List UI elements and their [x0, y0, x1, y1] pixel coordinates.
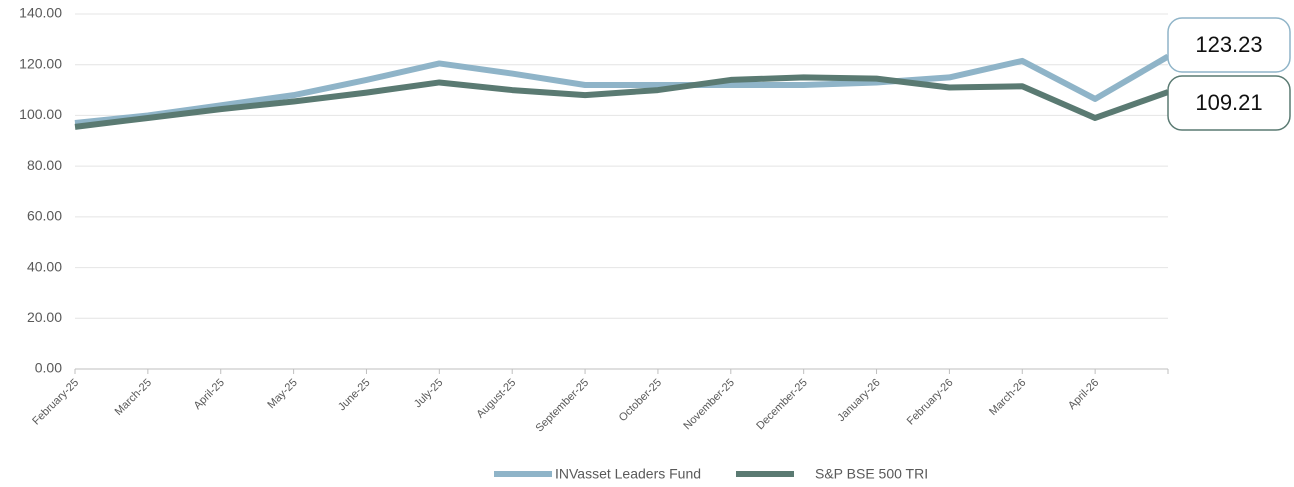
x-tick-label: July-25 [412, 377, 446, 411]
x-tick-label: February-26 [905, 377, 956, 428]
y-tick-label: 120.00 [19, 55, 62, 71]
data-label: 109.21 [1195, 90, 1262, 115]
x-tick-label: March-26 [987, 377, 1028, 418]
x-tick-label: December-25 [754, 377, 810, 433]
series-line [74, 74, 1170, 130]
x-tick-label: January-26 [835, 377, 882, 424]
y-tick-label: 60.00 [27, 208, 62, 224]
y-tick-label: 100.00 [19, 106, 62, 122]
x-tick-label: March-25 [113, 377, 154, 418]
y-tick-label: 20.00 [27, 309, 62, 325]
x-tick-label: April-25 [192, 377, 227, 412]
legend-label: INVasset Leaders Fund [555, 466, 701, 482]
x-tick-label: June-25 [336, 377, 373, 414]
x-tick-label: February-25 [30, 377, 81, 428]
y-tick-label: 140.00 [19, 5, 62, 21]
y-tick-label: 0.00 [35, 360, 62, 376]
data-label: 123.23 [1195, 32, 1262, 57]
y-tick-label: 40.00 [27, 258, 62, 274]
series-line [74, 53, 1170, 127]
x-tick-label: October-25 [617, 377, 664, 424]
x-tick-label: August-25 [474, 377, 518, 421]
x-tick-label: November-25 [681, 377, 737, 433]
callout-box [1167, 75, 1291, 131]
x-tick-label: September-25 [533, 377, 591, 435]
callout-box [1167, 17, 1291, 73]
legend-label: S&P BSE 500 TRI [815, 466, 928, 482]
y-tick-label: 80.00 [27, 157, 62, 173]
x-tick-label: April-26 [1066, 377, 1101, 412]
x-tick-label: May-25 [265, 377, 299, 411]
